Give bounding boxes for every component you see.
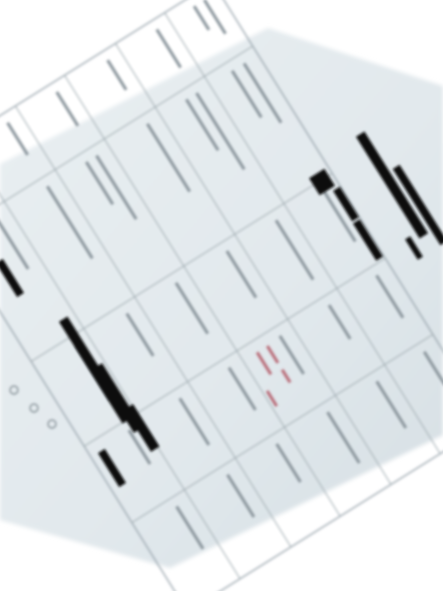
redaction-bar bbox=[309, 168, 335, 196]
redaction-bar bbox=[124, 404, 160, 452]
paper-shape bbox=[0, 28, 443, 568]
redaction-bar bbox=[352, 219, 384, 261]
redaction-bar bbox=[0, 258, 24, 298]
red-ink-marks bbox=[255, 345, 292, 407]
faint-text-marks bbox=[0, 0, 443, 550]
form-circle-marks bbox=[9, 385, 57, 429]
redaction-bar bbox=[355, 131, 429, 239]
redactions bbox=[0, 131, 443, 488]
paper-sheet bbox=[0, 28, 443, 568]
table-row-lines bbox=[0, 12, 441, 580]
redaction-bar bbox=[392, 164, 443, 246]
redaction-bar bbox=[333, 186, 359, 222]
redaction-bar bbox=[98, 448, 126, 488]
redaction-bar bbox=[405, 236, 423, 260]
